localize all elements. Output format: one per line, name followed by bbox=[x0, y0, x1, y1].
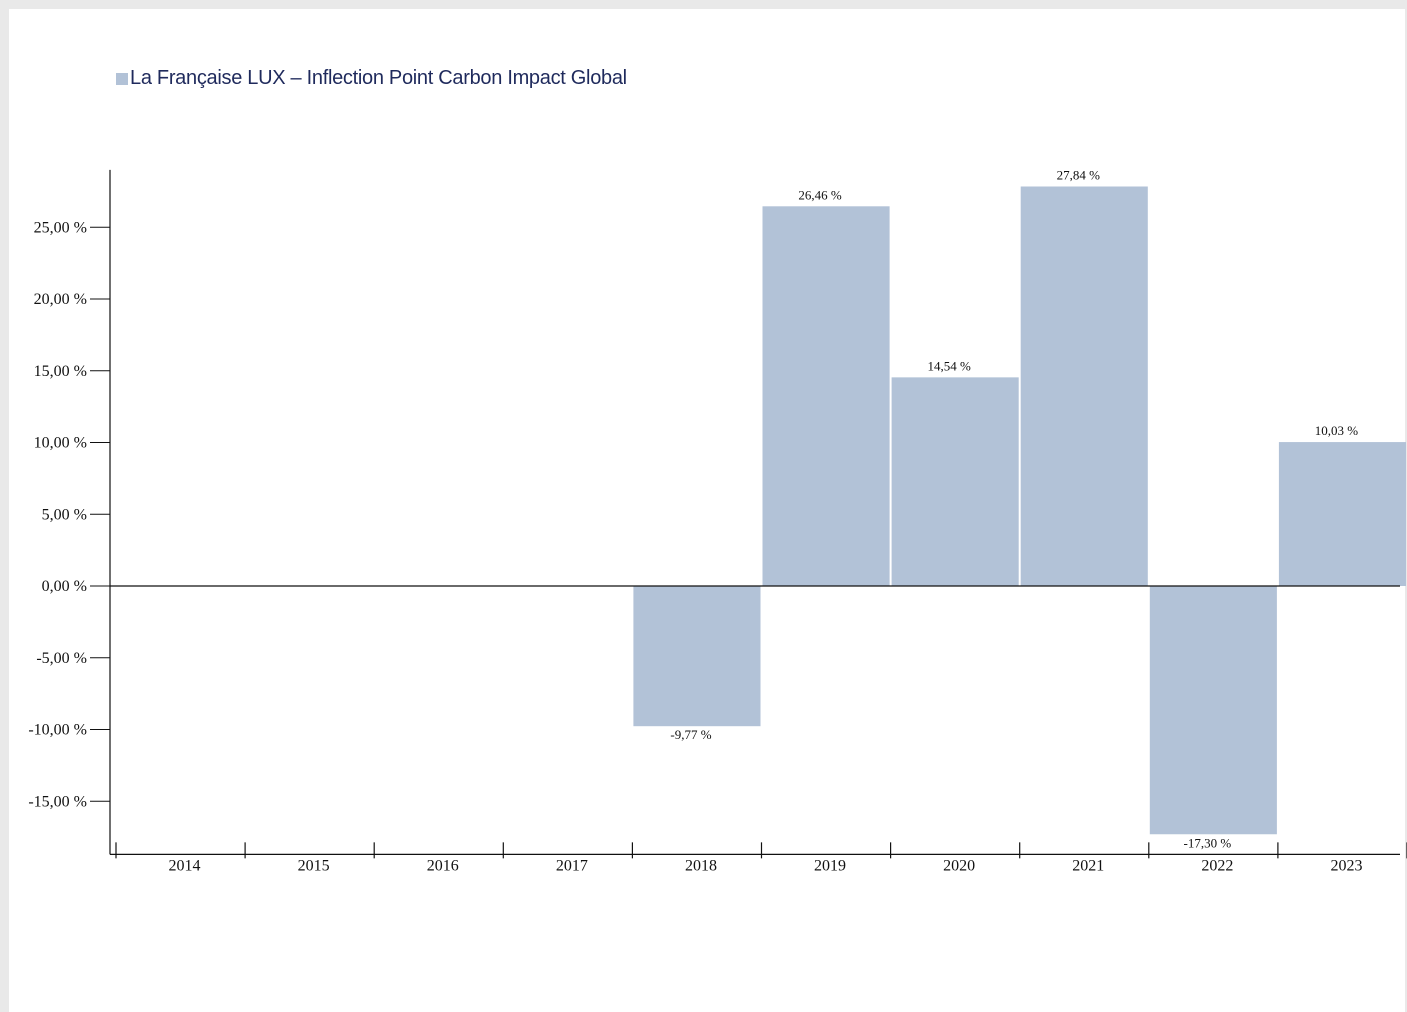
x-tick-label: 2018 bbox=[685, 857, 717, 874]
legend-label: La Française LUX – Inflection Point Carb… bbox=[130, 67, 627, 89]
bar-value-label: 10,03 % bbox=[1315, 423, 1359, 438]
y-tick-label: -5,00 % bbox=[36, 650, 87, 667]
legend-swatch bbox=[116, 72, 128, 85]
y-tick-label: -15,00 % bbox=[28, 793, 87, 810]
bar-value-label: 26,46 % bbox=[798, 187, 842, 202]
x-tick-label: 2022 bbox=[1201, 857, 1233, 874]
x-tick-label: 2023 bbox=[1330, 857, 1362, 874]
x-tick-label: 2016 bbox=[427, 857, 459, 874]
x-tick-label: 2017 bbox=[556, 857, 588, 874]
chart-legend: La Française LUX – Inflection Point Carb… bbox=[116, 67, 627, 90]
bar-value-label: -9,77 % bbox=[670, 727, 711, 742]
y-tick-label: 25,00 % bbox=[34, 219, 87, 236]
y-tick-label: 20,00 % bbox=[34, 291, 87, 308]
x-tick-label: 2014 bbox=[169, 857, 201, 874]
bar-value-label: -17,30 % bbox=[1184, 835, 1232, 850]
bar-2021 bbox=[1020, 186, 1148, 586]
bar-2023 bbox=[1278, 442, 1406, 586]
bar-2022 bbox=[1149, 586, 1277, 835]
chart-card: La Française LUX – Inflection Point Carb… bbox=[9, 9, 1405, 1012]
bar-2018 bbox=[633, 586, 761, 727]
bar-2020 bbox=[891, 377, 1019, 586]
y-tick-label: 10,00 % bbox=[34, 435, 87, 452]
bar-value-label: 27,84 % bbox=[1057, 167, 1101, 182]
y-tick-label: 5,00 % bbox=[42, 506, 87, 523]
y-tick-label: 15,00 % bbox=[34, 363, 87, 380]
bar-value-label: 14,54 % bbox=[927, 358, 971, 373]
x-tick-label: 2021 bbox=[1072, 857, 1104, 874]
x-tick-label: 2020 bbox=[943, 857, 975, 874]
bar-2019 bbox=[762, 206, 890, 586]
y-tick-label: 0,00 % bbox=[42, 578, 87, 595]
x-tick-label: 2015 bbox=[298, 857, 330, 874]
y-tick-label: -10,00 % bbox=[28, 722, 87, 739]
x-tick-label: 2019 bbox=[814, 857, 846, 874]
